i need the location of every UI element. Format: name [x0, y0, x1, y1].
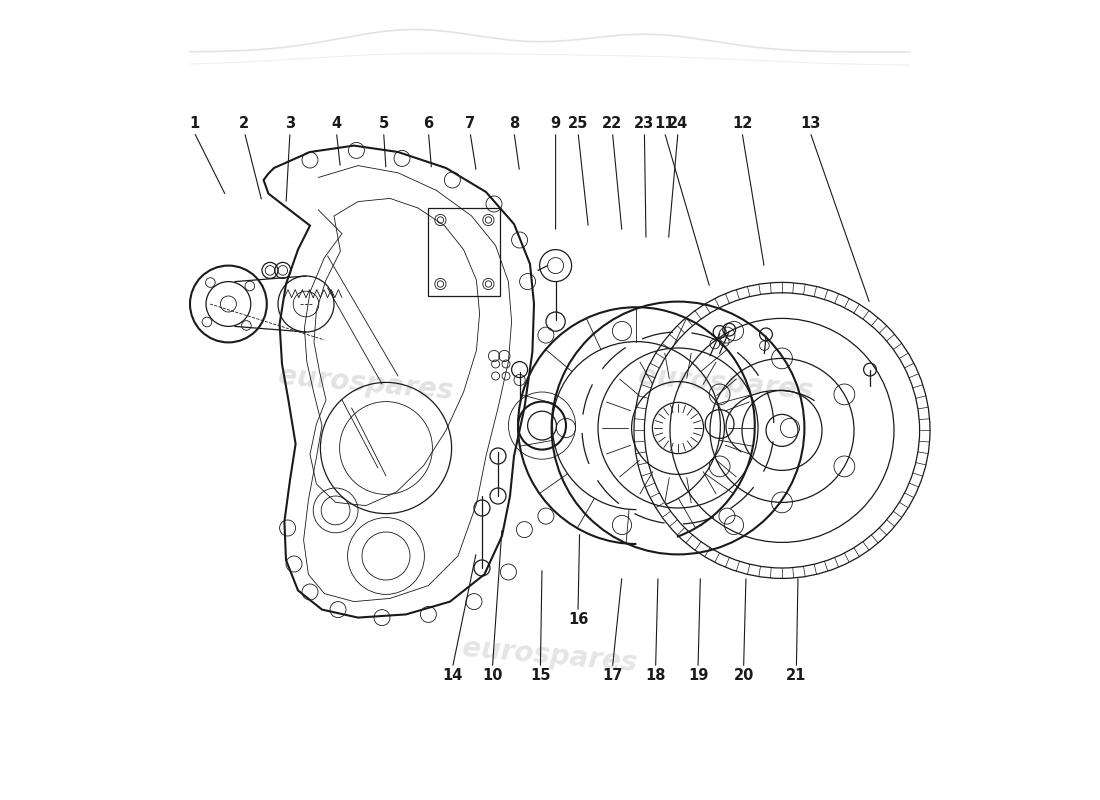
Text: 18: 18 — [646, 669, 666, 683]
Text: 7: 7 — [465, 117, 475, 131]
Text: 4: 4 — [331, 117, 341, 131]
Text: 24: 24 — [668, 117, 689, 131]
Text: 10: 10 — [482, 669, 503, 683]
Text: 9: 9 — [550, 117, 561, 131]
Text: eurospares: eurospares — [637, 362, 815, 406]
Text: 2: 2 — [240, 117, 250, 131]
Text: 21: 21 — [786, 669, 806, 683]
Text: 6: 6 — [424, 117, 433, 131]
Text: 17: 17 — [602, 669, 623, 683]
Text: 19: 19 — [688, 669, 708, 683]
Text: 8: 8 — [509, 117, 519, 131]
Text: 20: 20 — [734, 669, 754, 683]
Text: 12: 12 — [732, 117, 752, 131]
Text: 15: 15 — [530, 669, 551, 683]
Text: 16: 16 — [568, 613, 588, 627]
Text: 5: 5 — [378, 117, 388, 131]
Text: 13: 13 — [800, 117, 821, 131]
Text: 14: 14 — [442, 669, 463, 683]
Text: 1: 1 — [189, 117, 199, 131]
Text: 3: 3 — [285, 117, 295, 131]
Text: 23: 23 — [635, 117, 654, 131]
Text: eurospares: eurospares — [461, 634, 639, 678]
Text: 11: 11 — [654, 117, 674, 131]
Text: 25: 25 — [568, 117, 588, 131]
Text: eurospares: eurospares — [277, 362, 454, 406]
Text: 22: 22 — [603, 117, 623, 131]
